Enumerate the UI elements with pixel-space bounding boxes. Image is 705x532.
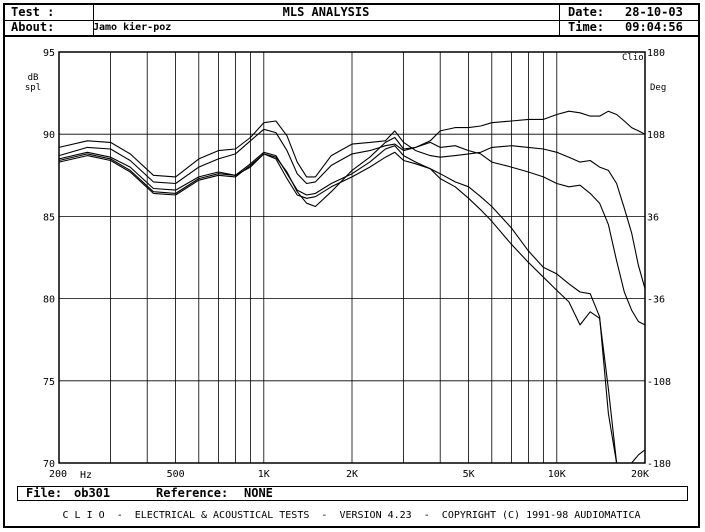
response-curves: [58, 110, 646, 464]
header-panel: Test : MLS ANALYSIS Date: 28-10-03 About…: [5, 5, 698, 37]
date-label: Date:: [568, 5, 605, 19]
x-tick-label: 5K: [463, 469, 475, 480]
x-tick-label: 200: [49, 469, 67, 480]
y2-tick-label: 180: [647, 48, 665, 59]
header-row-1: Test : MLS ANALYSIS Date: 28-10-03: [5, 5, 698, 21]
y-tick-label: 95: [43, 48, 55, 59]
x-tick-label: 1K: [258, 469, 270, 480]
header-divider: [559, 20, 560, 35]
outer-frame: [3, 3, 700, 528]
response-curve-2: [58, 128, 646, 326]
file-value: ob301: [74, 486, 111, 500]
date-value: 28-10-03: [625, 5, 683, 19]
x-tick-label: 2K: [346, 469, 358, 480]
y-tick-label: 90: [43, 130, 55, 141]
y2-tick-label: 108: [647, 130, 665, 141]
reference-label: Reference:: [156, 486, 229, 500]
x-tick-label: 20K: [631, 469, 649, 480]
x-unit-label: Hz: [80, 470, 92, 481]
about-value: Jamo kier-poz: [93, 22, 172, 33]
time-value: 09:04:56: [625, 20, 683, 34]
y2-tick-label: 36: [647, 212, 659, 223]
analysis-title: MLS ANALYSIS: [282, 5, 370, 19]
axis-labels: 95 90 85 80 75 70 180 108 36 -36 -108 -180 200 500 1K 2…: [43, 48, 671, 480]
file-label: File:: [26, 486, 63, 500]
left-unit-label: dB: [28, 73, 39, 83]
x-tick-label: 10K: [548, 469, 566, 480]
file-bar: File: ob301 Reference: NONE: [17, 486, 688, 501]
response-curve-3: [58, 110, 646, 208]
y2-tick-label: -108: [647, 377, 671, 388]
y-tick-label: 80: [43, 295, 55, 306]
response-curve-4: [58, 151, 646, 464]
header-divider: [559, 5, 560, 20]
response-curve-1: [58, 120, 646, 289]
time-label: Time:: [568, 20, 605, 34]
about-label: About:: [11, 20, 55, 34]
header-divider: [93, 20, 94, 35]
response-curve-5: [58, 145, 618, 464]
y2-tick-label: -36: [647, 295, 665, 306]
left-unit-label-line2: spl: [25, 83, 41, 93]
right-unit-label: Deg: [650, 83, 666, 93]
header-row-2: About: Jamo kier-poz Time: 09:04:56: [5, 20, 698, 37]
reference-value: NONE: [244, 486, 273, 500]
test-label: Test :: [11, 5, 55, 19]
y2-tick-label: -180: [647, 459, 671, 470]
header-divider: [93, 5, 94, 20]
grid-lines: [58, 51, 646, 464]
copyright-banner: C L I O - ELECTRICAL & ACOUSTICAL TESTS …: [62, 510, 641, 521]
y-tick-label: 85: [43, 212, 55, 223]
y-tick-label: 70: [43, 459, 55, 470]
x-tick-label: 500: [167, 469, 185, 480]
y-tick-label: 75: [43, 377, 55, 388]
corner-label: Clio: [622, 53, 644, 63]
